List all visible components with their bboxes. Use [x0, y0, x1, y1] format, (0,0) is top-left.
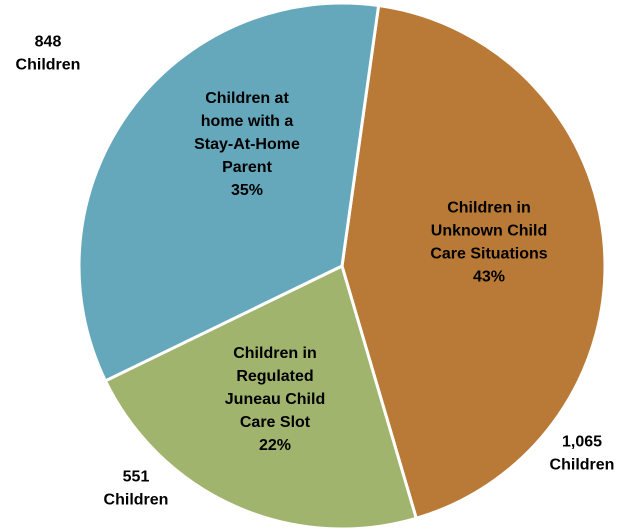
- slice-count-label-2: 848 Children: [16, 34, 81, 74]
- slice-category-line: Parent: [222, 159, 272, 176]
- slice-label-2: Children at home with a Stay-At-Home Parent…: [194, 90, 300, 199]
- slice-percent-label: 22%: [259, 437, 291, 454]
- slice-category-line: Care Slot: [240, 414, 311, 431]
- slice-category-line: Children at: [205, 90, 289, 107]
- slice-category-line: Stay-At-Home: [194, 136, 300, 153]
- slice-count-line: Children: [104, 492, 169, 509]
- slice-count-label-0: 1,065 Children: [550, 434, 615, 474]
- slice-category-line: Regulated: [236, 368, 313, 385]
- slice-label-0: Children in Unknown Child Care Situations 4…: [430, 200, 547, 286]
- slice-percent-label: 35%: [231, 182, 263, 199]
- slice-count-line: 848: [35, 34, 62, 51]
- pie-slice-2: [77, 1, 381, 383]
- slice-category-line: Unknown Child: [431, 223, 547, 240]
- slice-count-line: 1,065: [562, 434, 602, 451]
- slice-count-line: Children: [550, 457, 615, 474]
- slice-category-line: Juneau Child: [225, 391, 325, 408]
- slice-count-label-1: 551 Children: [104, 469, 169, 509]
- slice-count-line: Children: [16, 57, 81, 74]
- slice-count-line: 551: [123, 469, 150, 486]
- slice-category-line: Children in: [447, 200, 531, 217]
- slice-label-1: Children in Regulated Juneau Child Care Slo…: [225, 345, 325, 454]
- slice-category-line: home with a: [201, 113, 294, 130]
- slice-percent-label: 43%: [473, 269, 505, 286]
- pie-slice-1: [103, 264, 418, 531]
- slice-category-line: Children in: [233, 345, 317, 362]
- slice-category-line: Care Situations: [430, 246, 547, 263]
- pie-slice-0: [340, 4, 607, 520]
